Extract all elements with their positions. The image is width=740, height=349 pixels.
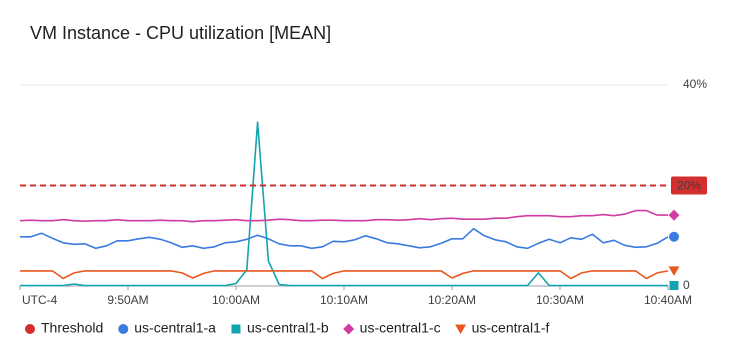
legend-label: us-central1-c <box>360 320 441 336</box>
x-tick-label: 10:20AM <box>428 293 476 307</box>
series-line <box>19 209 668 223</box>
legend-marker <box>343 323 355 335</box>
end-marker <box>668 266 680 276</box>
legend-marker <box>455 324 467 334</box>
x-tick-label: UTC-4 <box>22 293 58 307</box>
y-tick-label: 40% <box>683 77 707 91</box>
series-line <box>20 121 668 287</box>
x-tick-label: 10:30AM <box>536 293 584 307</box>
x-tick-label: 9:50AM <box>107 293 148 307</box>
legend-marker <box>25 324 35 334</box>
end-marker <box>669 280 679 290</box>
threshold-badge <box>671 176 707 195</box>
legend-label: us-central1-b <box>247 320 329 336</box>
series-line <box>20 270 669 280</box>
legend-label: Threshold <box>41 320 103 336</box>
end-marker <box>668 209 680 221</box>
legend-label: us-central1-a <box>134 320 216 336</box>
x-tick-label: 10:00AM <box>212 293 260 307</box>
legend-marker <box>231 324 241 334</box>
series-line <box>20 227 669 250</box>
legend-label: us-central1-f <box>472 320 550 336</box>
chart-title: VM Instance - CPU utilization [MEAN] <box>30 23 331 43</box>
x-tick-label: 10:40AM <box>644 293 692 307</box>
x-tick-label: 10:10AM <box>320 293 368 307</box>
end-marker <box>669 231 679 242</box>
y-tick-label: 0 <box>683 278 690 292</box>
threshold-label: 20% <box>677 179 701 193</box>
legend-marker <box>118 324 129 334</box>
